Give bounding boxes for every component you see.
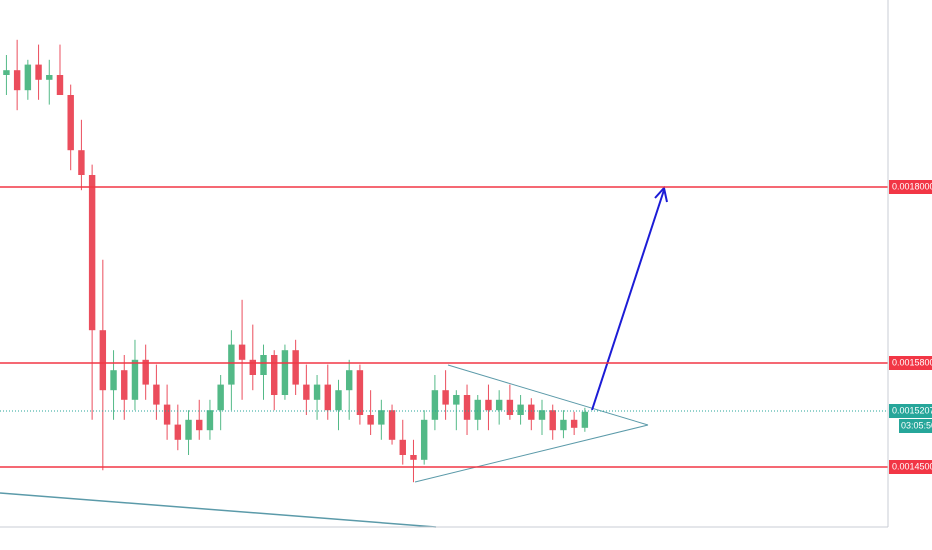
- candle-body: [463, 395, 471, 420]
- candle-body: [549, 410, 556, 431]
- levels: 0.0018000 0.0015800 0.0015207 0.0014500 03:0…: [0, 180, 932, 474]
- candle-body: [206, 410, 214, 431]
- candle-body: [324, 384, 331, 411]
- candles: [3, 39, 589, 483]
- candle-body: [453, 395, 460, 405]
- candle-body: [485, 399, 492, 411]
- candle-body: [367, 415, 374, 425]
- candle-body: [378, 410, 385, 425]
- trendline: [0, 492, 437, 528]
- level-badge: [889, 404, 932, 418]
- candle-body: [570, 419, 578, 428]
- candle-body: [303, 384, 310, 400]
- candle-body: [292, 350, 299, 385]
- candle-body: [56, 75, 64, 95]
- candle-body: [88, 175, 96, 331]
- candle-body: [13, 70, 21, 91]
- countdown-badge: [899, 419, 932, 433]
- candle-body: [560, 419, 567, 431]
- candle-body: [99, 330, 107, 391]
- candle-body: [174, 424, 182, 440]
- candle-body: [163, 404, 171, 425]
- candle-body: [356, 370, 364, 415]
- candle-body: [142, 359, 149, 385]
- candle-body: [260, 355, 267, 375]
- candle-body: [67, 95, 74, 151]
- candle-body: [46, 75, 53, 80]
- level-label: 0.0015207: [892, 405, 932, 415]
- candle-body: [217, 384, 224, 411]
- candle-body: [228, 344, 235, 385]
- level-label: 0.0014500: [892, 461, 932, 471]
- candle-body: [281, 350, 289, 395]
- level-badge: [889, 460, 932, 474]
- candle-body: [528, 404, 535, 420]
- candle-body: [313, 384, 321, 400]
- arrow: [591, 189, 665, 411]
- candle-body: [581, 411, 589, 428]
- candle-body: [538, 410, 546, 420]
- level-badge: [889, 356, 932, 370]
- candle-body: [495, 399, 503, 411]
- candle-body: [431, 390, 439, 420]
- candle-body: [3, 70, 10, 75]
- candle-body: [345, 370, 353, 391]
- candle-body: [35, 64, 42, 80]
- candle-body: [410, 455, 417, 460]
- candle-body: [399, 439, 406, 455]
- candle-body: [506, 399, 514, 415]
- candle-body: [238, 344, 246, 360]
- candle-body: [249, 359, 257, 375]
- candle-body: [153, 384, 160, 405]
- candle-body: [335, 390, 342, 411]
- candle-body: [442, 390, 449, 405]
- candle-body: [271, 355, 278, 395]
- level-label: 0.0018000: [892, 181, 932, 191]
- candle-body: [517, 404, 524, 415]
- candle-body: [110, 370, 117, 391]
- level-badge: [889, 180, 932, 194]
- candle-body: [196, 419, 203, 431]
- arrow-head: [654, 185, 668, 203]
- candle-body: [131, 359, 139, 400]
- level-label: 0.0015800: [892, 357, 932, 367]
- candle-body: [78, 150, 85, 175]
- candle-body: [24, 64, 32, 91]
- candle-body: [474, 399, 481, 420]
- countdown: 03:05:50: [901, 420, 932, 430]
- candle-body: [388, 410, 396, 440]
- trendline: [414, 424, 649, 483]
- candle-body: [121, 370, 128, 400]
- candle-body: [185, 419, 192, 440]
- candle-body: [420, 419, 428, 460]
- trendline: [447, 364, 649, 426]
